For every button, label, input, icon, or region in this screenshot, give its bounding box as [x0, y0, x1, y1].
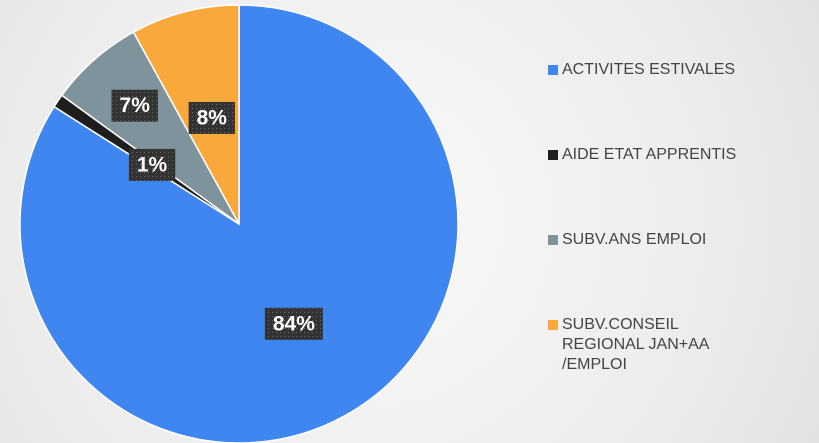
legend-label: ACTIVITES ESTIVALES	[562, 61, 736, 78]
legend-swatch	[548, 235, 558, 245]
legend-swatch	[548, 65, 558, 75]
data-label: 84%	[264, 307, 323, 340]
data-label-text: 84%	[273, 312, 315, 335]
legend-item: AIDE ETAT APPRENTIS	[548, 145, 742, 165]
data-label-text: 1%	[137, 153, 168, 176]
data-label-box	[111, 89, 158, 122]
legend-swatch	[548, 150, 558, 160]
legend-swatch	[548, 320, 558, 330]
data-label: 1%	[128, 148, 176, 181]
data-label: 8%	[188, 101, 235, 134]
data-label-box	[128, 148, 176, 181]
data-label-text: 8%	[197, 106, 228, 129]
legend-label: SUBV.CONSEIL REGIONAL JAN+AA /EMPLOI	[562, 316, 709, 373]
legend-item: ACTIVITES ESTIVALES	[548, 60, 742, 80]
legend-item: SUBV.CONSEIL REGIONAL JAN+AA /EMPLOI	[548, 315, 742, 375]
data-label-box	[264, 307, 323, 340]
pie-slice	[132, 4, 240, 225]
legend-item: SUBV.ANS EMPLOI	[548, 230, 742, 250]
legend-label: AIDE ETAT APPRENTIS	[562, 146, 737, 163]
legend-label: SUBV.ANS EMPLOI	[562, 231, 707, 248]
data-label-text: 7%	[120, 94, 151, 117]
data-label: 7%	[111, 89, 158, 122]
data-label-box	[188, 101, 235, 134]
